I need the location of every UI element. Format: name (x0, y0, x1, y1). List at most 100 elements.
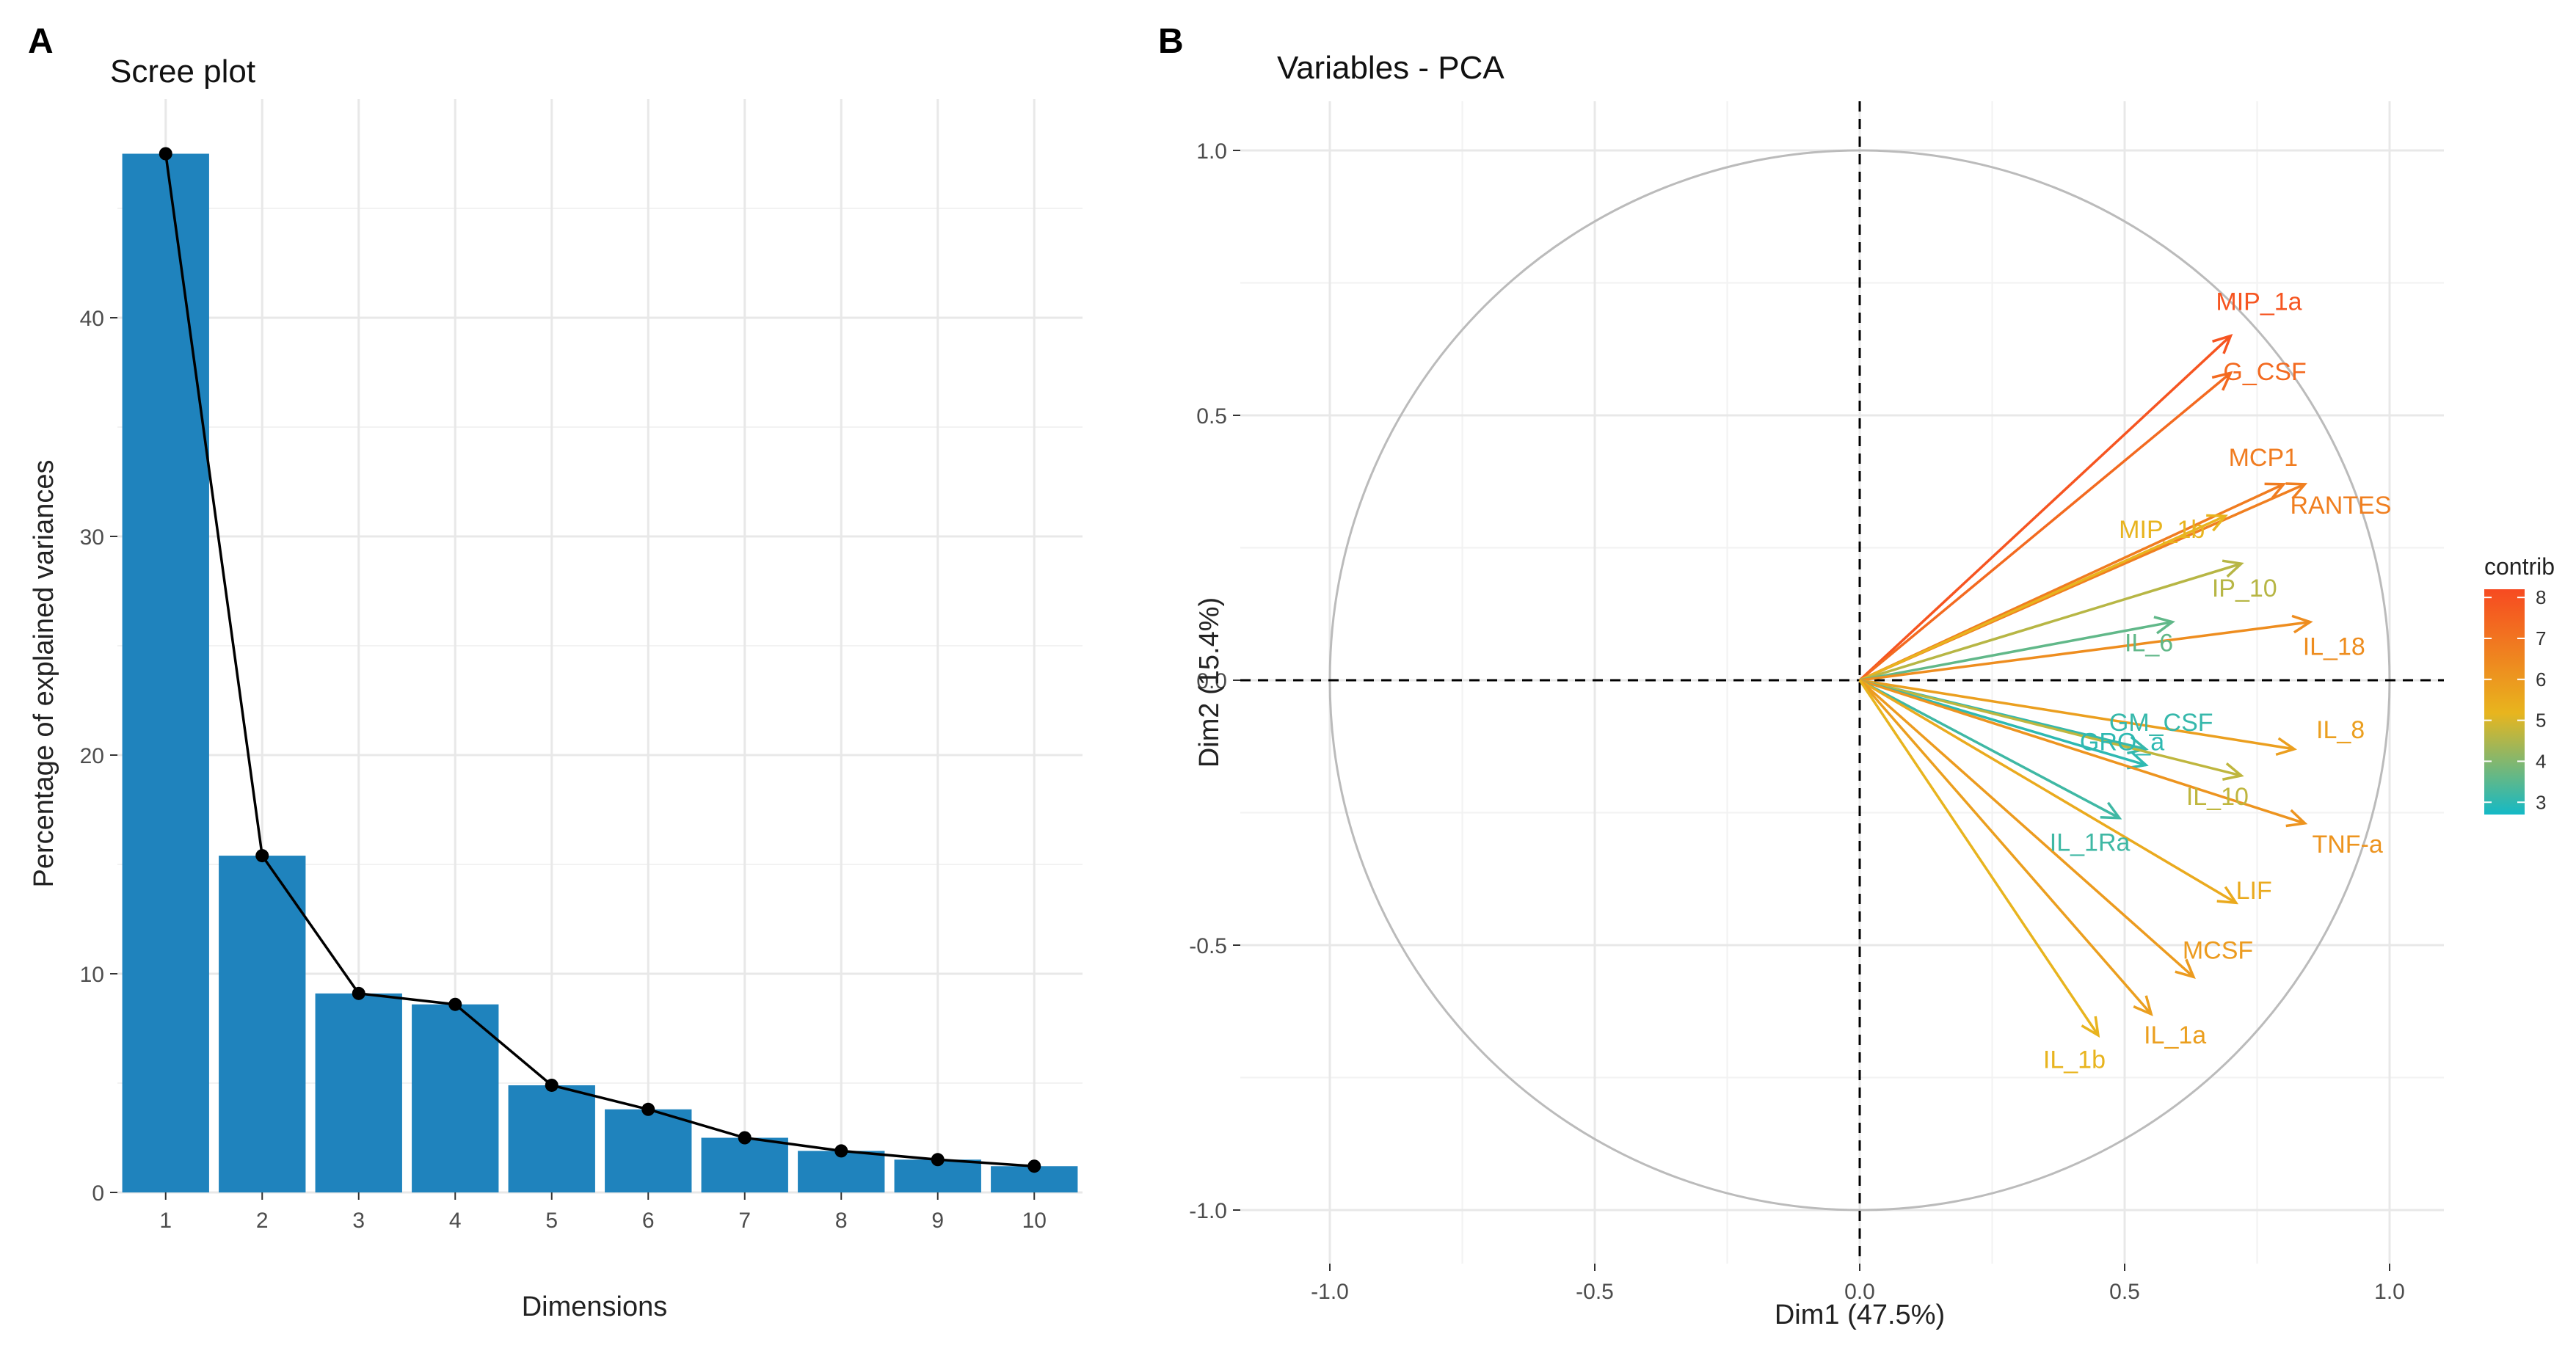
variable-label-il_10: IL_10 (2186, 783, 2249, 811)
variable-arrowhead-il_18 (2291, 614, 2313, 634)
legend-tick-label: 3 (2536, 791, 2546, 813)
legend-tick-label: 7 (2536, 627, 2546, 649)
scree-plot: Scree plot 0 10 20 30 40 1 2 3 4 5 6 7 8 9 10 Dimensi… (29, 54, 1083, 1322)
legend-ticks: 3 4 5 6 7 8 (2484, 586, 2546, 813)
scree-y-tick-label: 0 (92, 1181, 104, 1206)
variable-arrow-tnf-a (1859, 679, 2306, 825)
legend-title: contrib (2484, 553, 2555, 580)
variable-arrow-il_1b (1858, 680, 2100, 1036)
scree-bar (605, 1109, 692, 1192)
variable-arrow-il_1ra (1859, 679, 2120, 820)
variable-arrow-mip_1b (1859, 514, 2226, 682)
scree-point (545, 1078, 559, 1092)
legend-tick-label: 5 (2536, 710, 2546, 732)
pca-y-ticks: -1.0 -0.5 0.0 0.5 1.0 (1189, 139, 1240, 1223)
variable-arrowhead-mip_1b (2206, 514, 2228, 532)
variable-label-il_1ra: IL_1Ra (2050, 829, 2131, 857)
scree-x-tick-label: 2 (256, 1209, 269, 1233)
variable-label-il_1a: IL_1a (2144, 1021, 2206, 1049)
pca-variable-labels: MIP_1a G_CSF MCP1 RANTES MIP_1b IP_10 IL_6 IL_1… (2043, 288, 2392, 1074)
variable-arrow-mcsf (1858, 679, 2195, 978)
scree-x-tick-label: 1 (159, 1209, 172, 1233)
variable-arrowhead-mcp1 (2264, 482, 2287, 500)
scree-point (448, 997, 462, 1011)
scree-x-tick-label: 9 (931, 1209, 944, 1233)
pca-plot-title: Variables - PCA (1277, 50, 1505, 86)
variable-label-mip_1a: MIP_1a (2216, 288, 2302, 316)
pca-y-tick-label: 0.0 (1196, 669, 1227, 693)
scree-bar (701, 1137, 788, 1192)
scree-x-tick-label: 6 (642, 1209, 655, 1233)
variable-label-mcp1: MCP1 (2229, 444, 2298, 472)
pca-plot-grid (1240, 101, 2444, 1264)
scree-bar (219, 856, 306, 1192)
scree-x-tick-label: 4 (449, 1209, 462, 1233)
scree-plot-x-ticks: 1 2 3 4 5 6 7 8 9 10 (159, 1192, 1047, 1233)
scree-point (738, 1131, 752, 1145)
scree-point (834, 1144, 848, 1158)
variable-label-rantes: RANTES (2290, 492, 2391, 520)
scree-plot-y-ticks: 0 10 20 30 40 (80, 307, 117, 1206)
pca-y-tick-label: 0.5 (1196, 404, 1227, 429)
variable-label-gm_csf: GM_CSF (2109, 709, 2213, 737)
pca-x-tick-label: -1.0 (1311, 1280, 1349, 1304)
scree-point (931, 1153, 945, 1167)
variable-arrowhead-mip_1a (2212, 333, 2233, 354)
variable-label-il_18: IL_18 (2303, 633, 2365, 661)
panel-letter-b: B (1158, 22, 1184, 61)
variable-label-gro_a: GRO_a (2080, 729, 2164, 757)
scree-plot-bars (122, 153, 1078, 1192)
pca-variable-arrows (1858, 333, 2313, 1038)
scree-bar (798, 1151, 885, 1192)
variable-label-il_1b: IL_1b (2043, 1046, 2106, 1074)
scree-x-tick-label: 3 (352, 1209, 365, 1233)
variable-arrowhead-gm_csf (2127, 736, 2149, 755)
variable-label-il_6: IL_6 (2125, 630, 2173, 657)
variable-arrowhead-ip_10 (2222, 559, 2244, 578)
variable-arrow-mip_1a (1858, 335, 2232, 682)
variable-arrowhead-mcsf (2175, 958, 2196, 979)
variable-arrow-il_18 (1859, 620, 2310, 682)
variable-arrow-il_6 (1859, 620, 2173, 682)
variable-arrowhead-il_6 (2153, 616, 2175, 635)
variable-arrowhead-lif (2216, 886, 2239, 905)
scree-plot-title: Scree plot (110, 54, 255, 90)
pca-x-tick-label: 0.5 (2109, 1280, 2140, 1304)
variable-label-tnf-a: TNF-a (2312, 831, 2382, 859)
scree-x-tick-label: 8 (835, 1209, 848, 1233)
variable-arrowhead-tnf-a (2285, 809, 2308, 828)
scree-bar (315, 993, 402, 1192)
variable-label-mcsf: MCSF (2183, 936, 2253, 964)
scree-bar (412, 1004, 499, 1192)
pca-x-ticks: -1.0 -0.5 0.0 0.5 1.0 (1311, 1264, 2405, 1304)
scree-y-tick-label: 20 (80, 744, 104, 768)
variable-arrowhead-il_1b (2081, 1016, 2100, 1038)
pca-x-tick-label: 0.0 (1844, 1280, 1875, 1304)
pca-y-tick-label: -1.0 (1189, 1199, 1227, 1223)
pca-x-tick-label: -0.5 (1576, 1280, 1614, 1304)
variable-arrow-il_1a (1858, 679, 2153, 1016)
variable-label-mip_1b: MIP_1b (2119, 516, 2205, 544)
variable-label-g_csf: G_CSF (2223, 358, 2306, 386)
legend-tick-label: 8 (2536, 586, 2546, 608)
variable-arrowhead-il_10 (2222, 762, 2244, 781)
variable-label-lif: LIF (2236, 877, 2272, 905)
scree-point (255, 849, 269, 863)
variable-arrow-ip_10 (1859, 562, 2242, 682)
contrib-legend: contrib 3 4 5 6 7 8 (2484, 553, 2555, 815)
pca-x-tick-label: 1.0 (2374, 1280, 2405, 1304)
scree-plot-y-axis-title: Percentage of explained variances (29, 459, 59, 887)
scree-bar (122, 153, 209, 1192)
scree-bar (508, 1085, 595, 1192)
scree-connecting-line (164, 153, 1035, 1167)
variable-arrow-lif (1859, 679, 2237, 904)
scree-plot-line (159, 147, 1041, 1173)
variable-arrow-il_8 (1859, 679, 2295, 751)
pca-y-tick-label: 1.0 (1196, 139, 1227, 164)
variable-label-il_8: IL_8 (2316, 716, 2365, 744)
variable-arrowhead-rantes (2285, 482, 2308, 500)
pca-plot-background (1240, 101, 2444, 1264)
scree-y-tick-label: 30 (80, 525, 104, 550)
variable-arrowhead-il_8 (2275, 737, 2298, 757)
